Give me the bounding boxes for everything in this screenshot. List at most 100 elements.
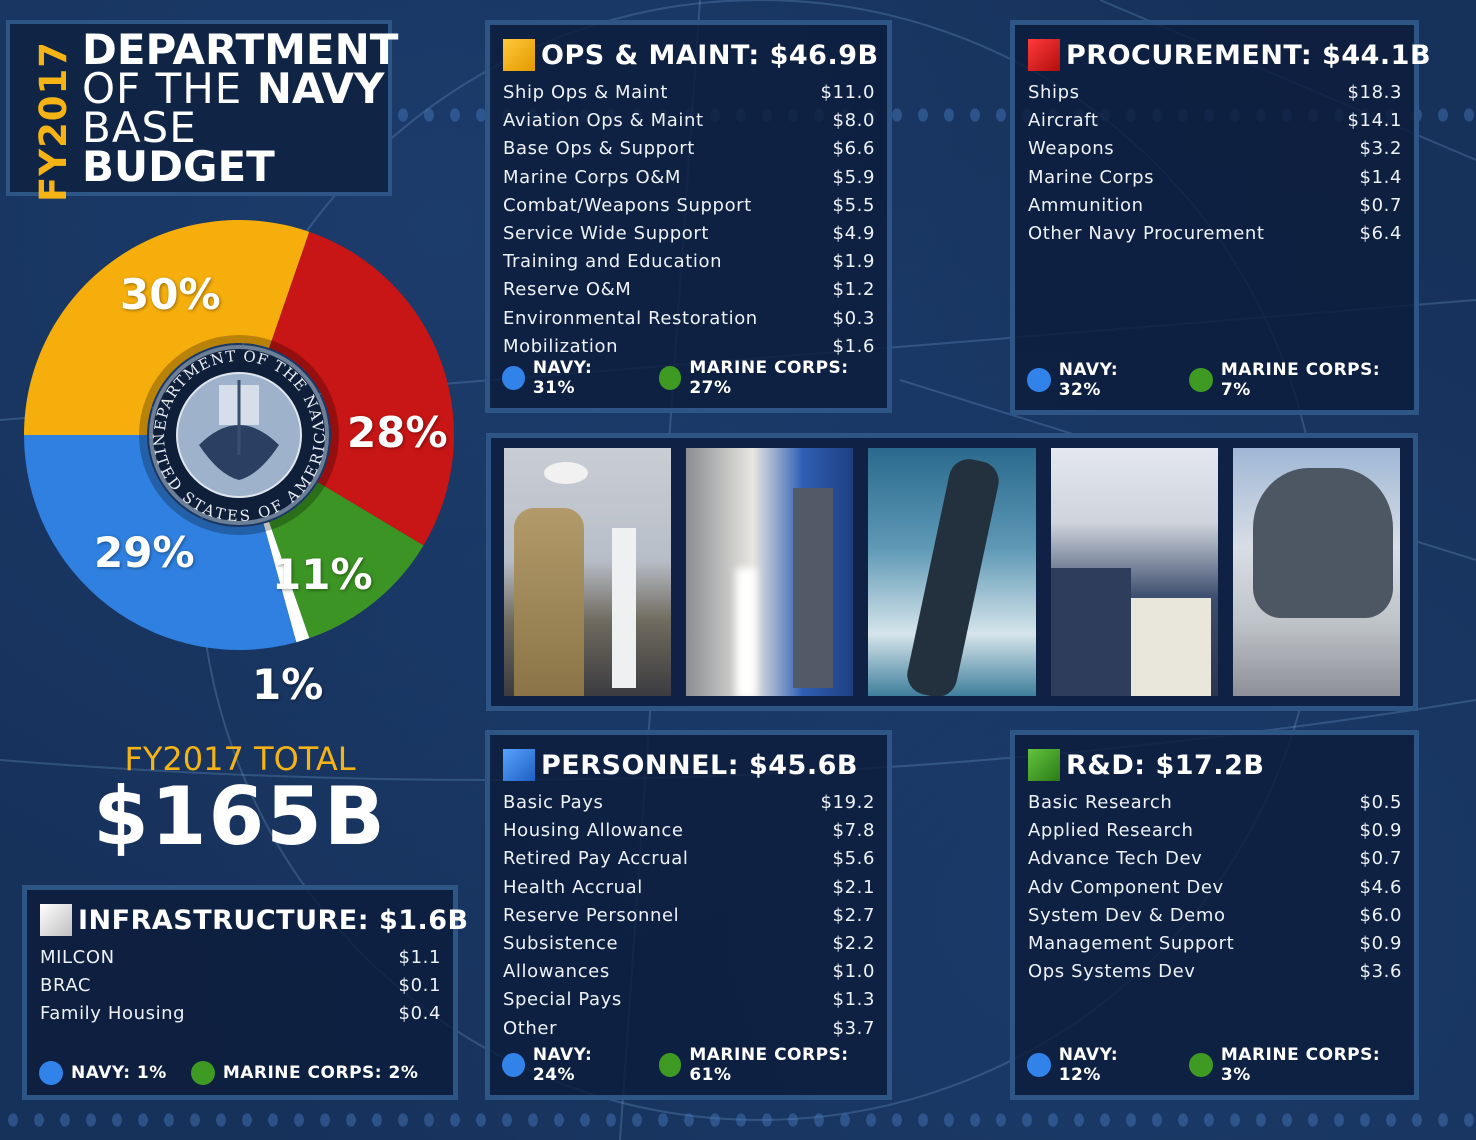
ops-maint-panel: OPS & MAINT: $46.9B Ship Ops & Maint $11.… xyxy=(485,20,892,413)
budget-line-item: Family Housing $0.4 xyxy=(40,1000,441,1028)
line-item-label: Marine Corps xyxy=(1028,166,1155,188)
procurement-panel: PROCUREMENT: $44.1B Ships $18.3 Aircraft $1… xyxy=(1010,20,1431,415)
navy-dot-icon xyxy=(1027,1053,1051,1077)
slice-label-procurement: 28% xyxy=(347,408,448,457)
line-item-value: $2.7 xyxy=(832,904,875,926)
donut-slice-r-d xyxy=(269,482,424,639)
slice-label-personnel: 29% xyxy=(94,528,195,577)
line-item-value: $2.1 xyxy=(832,876,875,898)
line-item-label: Base Ops & Support xyxy=(503,138,695,160)
line-item-label: Aviation Ops & Maint xyxy=(503,110,704,132)
budget-line-item: Training and Education $1.9 xyxy=(503,248,875,276)
marine-and-sailor-photo xyxy=(504,448,672,696)
budget-line-item: Environmental Restoration $0.3 xyxy=(503,305,875,333)
navy-dot-icon xyxy=(502,1053,525,1077)
line-item-label: Retired Pay Accrual xyxy=(503,848,689,870)
line-item-value: $1.0 xyxy=(832,961,875,983)
line-item-label: Basic Research xyxy=(1028,792,1173,813)
submarine-photo xyxy=(868,448,1036,696)
title-line-2: OF THE NAVY xyxy=(82,64,385,113)
budget-line-item: Base Ops & Support $6.6 xyxy=(503,135,875,163)
budget-line-item: Ammunition $0.7 xyxy=(1028,192,1402,220)
photo-strip xyxy=(486,433,1418,711)
panel-title: PERSONNEL: $45.6B xyxy=(503,743,875,787)
operations-center-photo xyxy=(1050,448,1218,696)
line-item-label: Ammunition xyxy=(1028,194,1144,216)
procurement-color-swatch-icon xyxy=(1028,39,1060,71)
line-item-label: Subsistence xyxy=(503,932,619,954)
line-item-label: Special Pays xyxy=(503,989,622,1011)
donut-slice-personnel xyxy=(24,435,297,650)
line-item-value: $5.9 xyxy=(832,166,875,188)
budget-line-item: Combat/Weapons Support $5.5 xyxy=(503,192,875,220)
title-block: FY2017 DEPARTMENT OF THE NAVY BASE BUDGE… xyxy=(6,20,398,202)
budget-line-item: Aircraft $14.1 xyxy=(1028,107,1402,135)
line-item-label: Management Support xyxy=(1028,932,1235,954)
budget-line-item: Ship Ops & Maint $11.0 xyxy=(503,79,875,107)
panel-title: INFRASTRUCTURE: $1.6B xyxy=(40,898,468,942)
budget-line-item: Subsistence $2.2 xyxy=(503,930,875,958)
marine-dot-icon xyxy=(190,1061,215,1085)
line-item-value: $3.2 xyxy=(1359,138,1402,160)
navy-dot-icon xyxy=(39,1061,63,1085)
line-item-label: Combat/Weapons Support xyxy=(503,194,752,216)
budget-line-item: Basic Pays $19.2 xyxy=(503,789,875,817)
budget-line-item: Housing Allowance $7.8 xyxy=(503,817,875,845)
line-item-value: $2.2 xyxy=(832,932,875,954)
line-item-value: $1.1 xyxy=(398,947,441,968)
donut-slice-procurement xyxy=(269,231,454,546)
line-item-value: $18.3 xyxy=(1347,82,1402,103)
line-item-value: $0.9 xyxy=(1359,820,1402,842)
panel-title: OPS & MAINT: $46.9B xyxy=(503,33,878,77)
line-item-value: $6.4 xyxy=(1359,222,1402,244)
total-value: $165B xyxy=(93,770,387,863)
line-item-value: $3.6 xyxy=(1359,961,1402,983)
marine-dot-icon xyxy=(1189,1053,1213,1077)
line-item-value: $1.6 xyxy=(832,335,875,357)
personnel-rows: Basic Pays $19.2 Housing Allowance $7.8 Reti… xyxy=(503,789,875,1043)
f35-jet-photo xyxy=(1232,448,1401,696)
line-item-value: $0.9 xyxy=(1359,932,1402,954)
missile-launch-photo xyxy=(686,448,854,696)
line-item-label: Marine Corps O&M xyxy=(503,166,682,188)
slice-label-ops: 30% xyxy=(120,270,221,319)
line-item-label: Weapons xyxy=(1028,138,1115,160)
line-item-value: $0.4 xyxy=(398,1003,441,1025)
line-item-value: $6.0 xyxy=(1359,904,1402,926)
line-item-value: $1.4 xyxy=(1359,166,1402,188)
donut-slice-ops-maint xyxy=(24,219,310,435)
line-item-label: Applied Research xyxy=(1028,820,1194,842)
line-item-value: $0.3 xyxy=(832,307,875,329)
budget-donut-chart: DEPARTMENT OF THE NAVY UNITED STATES OF … xyxy=(15,204,456,709)
line-item-label: Environmental Restoration xyxy=(503,307,758,329)
line-item-value: $8.0 xyxy=(832,110,875,132)
donut-svg: DEPARTMENT OF THE NAVY UNITED STATES OF … xyxy=(15,204,454,650)
budget-line-item: Applied Research $0.9 xyxy=(1028,817,1402,845)
line-item-value: $1.9 xyxy=(832,251,875,273)
background-dots xyxy=(0,1105,1476,1135)
title-line-1: DEPARTMENT xyxy=(82,25,399,74)
line-item-label: Adv Component Dev xyxy=(1028,876,1224,898)
navy-dot-icon xyxy=(1027,368,1051,392)
line-item-label: System Dev & Demo xyxy=(1028,904,1226,926)
rnd-color-swatch-icon xyxy=(1028,749,1060,781)
line-item-value: $1.3 xyxy=(832,989,875,1011)
line-item-label: Other xyxy=(503,1017,558,1039)
line-item-value: $0.5 xyxy=(1359,792,1402,813)
personnel-color-swatch-icon xyxy=(503,749,535,781)
line-item-label: Reserve O&M xyxy=(503,279,632,301)
budget-line-item: Adv Component Dev $4.6 xyxy=(1028,874,1402,902)
budget-line-item: Other $3.7 xyxy=(503,1015,875,1043)
line-item-value: $5.5 xyxy=(832,194,875,216)
budget-line-item: Basic Research $0.5 xyxy=(1028,789,1402,817)
line-item-value: $4.9 xyxy=(832,222,875,244)
line-item-label: BRAC xyxy=(40,975,92,997)
budget-line-item: Ships $18.3 xyxy=(1028,79,1402,107)
marine-dot-icon xyxy=(1189,368,1213,392)
infrastructure-rows: MILCON $1.1 BRAC $0.1 Family Housing $0.4 xyxy=(40,944,441,1029)
navy-dot-icon xyxy=(502,366,525,390)
budget-line-item: MILCON $1.1 xyxy=(40,944,441,972)
panel-title: PROCUREMENT: $44.1B xyxy=(1028,33,1431,77)
line-item-label: Training and Education xyxy=(503,251,723,273)
page-title: DEPARTMENT OF THE NAVY BASE BUDGET xyxy=(82,25,399,188)
